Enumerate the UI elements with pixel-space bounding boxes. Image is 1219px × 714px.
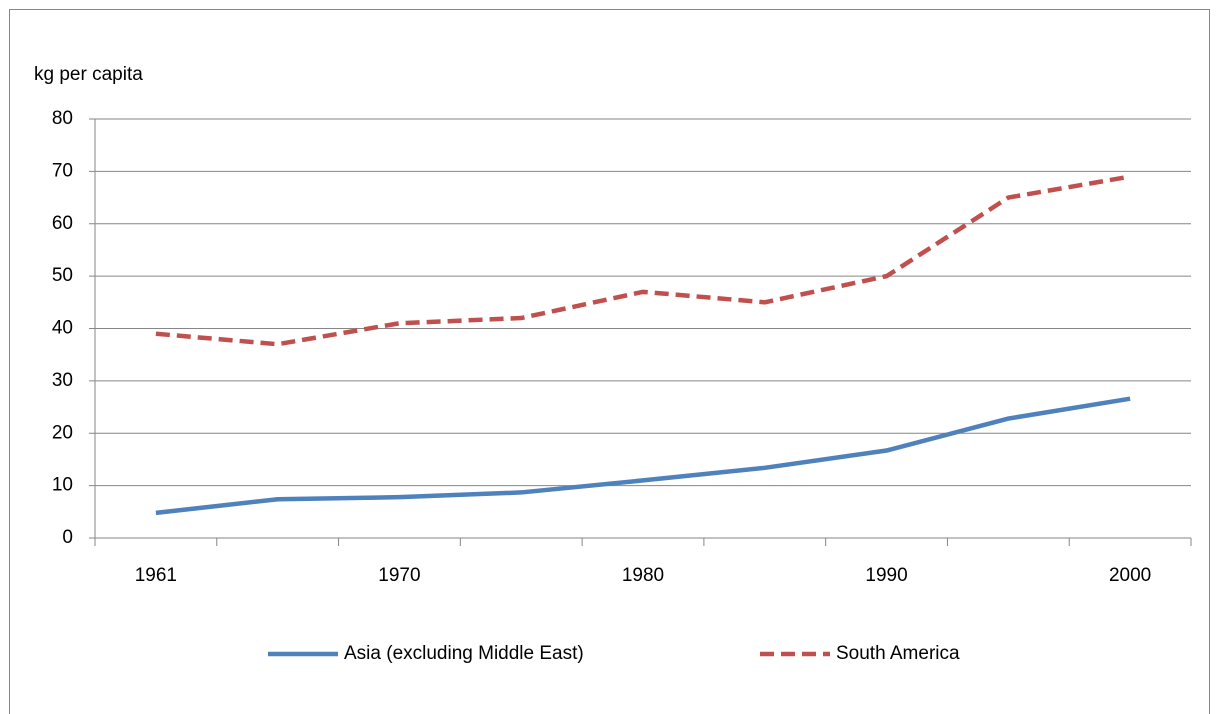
x-tick-label: 1980 bbox=[622, 565, 664, 586]
x-tick-label: 1961 bbox=[135, 565, 177, 586]
y-tick-label: 30 bbox=[52, 370, 73, 391]
y-tick-label: 20 bbox=[52, 422, 73, 443]
y-tick-label: 50 bbox=[52, 265, 73, 286]
legend-label: South America bbox=[836, 643, 960, 664]
series-line bbox=[155, 396, 1131, 516]
legend-label: Asia (excluding Middle East) bbox=[344, 643, 584, 664]
y-tick-label: 80 bbox=[52, 108, 73, 129]
series-line bbox=[155, 174, 1131, 347]
chart-frame bbox=[9, 9, 1210, 714]
x-tick-label: 2000 bbox=[1109, 565, 1151, 586]
y-tick-label: 70 bbox=[52, 160, 73, 181]
y-tick-label: 60 bbox=[52, 213, 73, 234]
x-tick-label: 1970 bbox=[378, 565, 420, 586]
x-tick-label: 1990 bbox=[865, 565, 907, 586]
y-tick-label: 40 bbox=[52, 318, 73, 339]
y-tick-label: 0 bbox=[62, 527, 73, 548]
y-axis-label: kg per capita bbox=[34, 64, 143, 85]
y-tick-label: 10 bbox=[52, 475, 73, 496]
